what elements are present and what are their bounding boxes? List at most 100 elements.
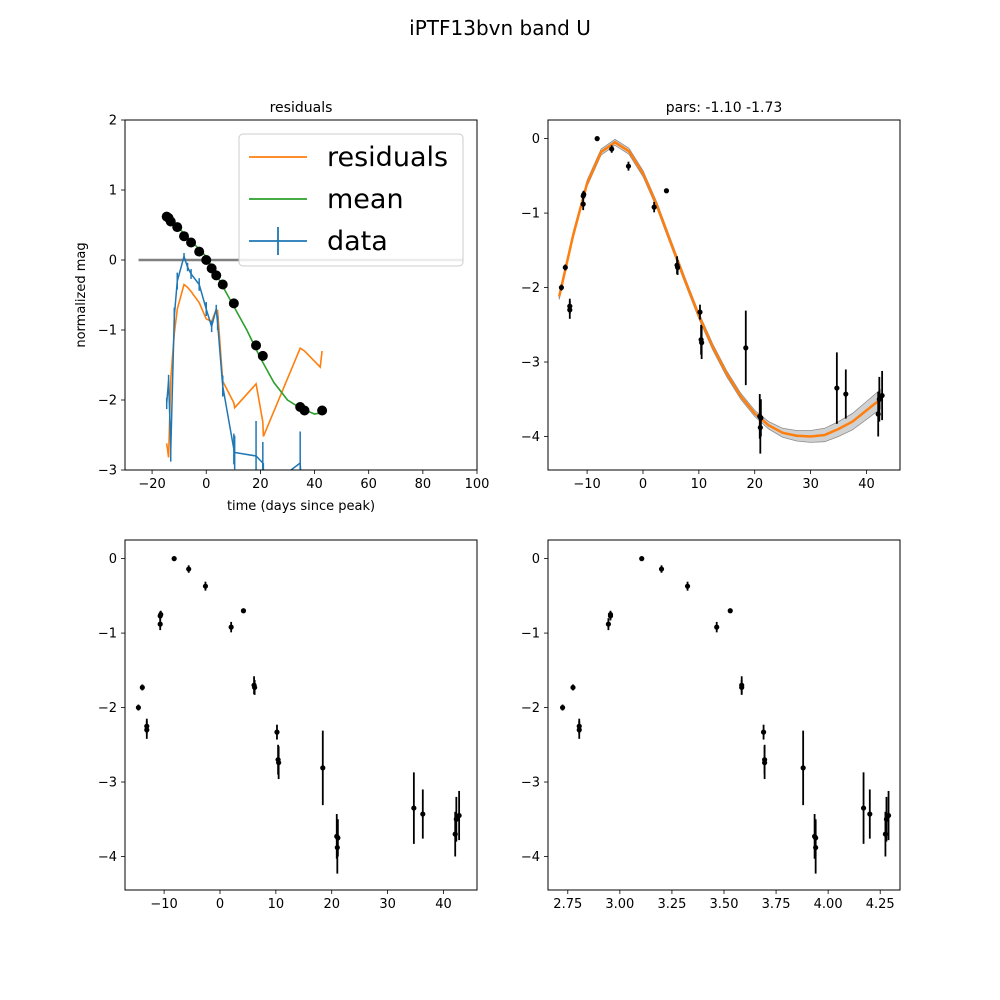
chart-panel-3: −10 0 10 20 30 40 0 −1 −2 −3 −4 bbox=[98, 539, 478, 912]
data-point bbox=[684, 583, 691, 589]
chart-panel-1: residuals −20 0 20 40 60 80 100 −3 −2 −1 0 1 2 time (d… bbox=[74, 100, 490, 514]
y-tick-label: −2 bbox=[521, 281, 540, 296]
x-tick-label: 0 bbox=[216, 897, 224, 912]
data-point bbox=[559, 704, 566, 711]
data-point bbox=[762, 760, 768, 766]
mean-marker bbox=[217, 279, 228, 290]
y-tick-label: −4 bbox=[98, 850, 117, 865]
data-point bbox=[607, 611, 614, 618]
data-point bbox=[171, 556, 177, 562]
y-tick-label: −3 bbox=[521, 356, 540, 371]
x-tick-label: 30 bbox=[802, 477, 819, 492]
y-tick-label: −3 bbox=[98, 464, 117, 479]
panel-title: pars: -1.10 -1.73 bbox=[666, 100, 783, 116]
x-tick-label: −20 bbox=[138, 477, 165, 492]
data-point bbox=[580, 201, 586, 207]
x-tick-label: 40 bbox=[306, 477, 323, 492]
data-point bbox=[625, 163, 632, 169]
data-point bbox=[562, 264, 568, 271]
x-tick-label: 3.50 bbox=[710, 897, 739, 912]
data-point bbox=[581, 191, 587, 198]
x-tick-label: 30 bbox=[379, 897, 396, 912]
mean-marker bbox=[172, 222, 183, 233]
data-point bbox=[760, 729, 767, 735]
data-point bbox=[411, 805, 417, 811]
data-point bbox=[158, 611, 164, 618]
x-tick-label: 0 bbox=[639, 477, 647, 492]
x-tick-label: 20 bbox=[252, 477, 269, 492]
data-point bbox=[675, 264, 681, 271]
data-point bbox=[558, 284, 565, 291]
x-tick-label: −10 bbox=[150, 897, 177, 912]
data-point bbox=[834, 385, 840, 391]
axes-frame bbox=[547, 539, 901, 891]
legend-label-mean: mean bbox=[327, 184, 404, 215]
data-point bbox=[843, 391, 849, 397]
x-tick-label: 10 bbox=[691, 477, 708, 492]
data-point bbox=[658, 566, 665, 572]
x-tick-label: 60 bbox=[360, 477, 377, 492]
data-point bbox=[876, 396, 882, 402]
x-tick-label: −10 bbox=[573, 477, 600, 492]
y-tick-label: 0 bbox=[532, 132, 540, 147]
data-point bbox=[276, 760, 282, 766]
x-tick-label: 3.00 bbox=[605, 897, 634, 912]
y-tick-label: −1 bbox=[98, 627, 117, 642]
data-point bbox=[144, 727, 150, 733]
plot-area bbox=[559, 556, 892, 874]
data-point bbox=[456, 812, 462, 819]
legend-label-residuals: residuals bbox=[327, 142, 448, 173]
axes-frame bbox=[547, 119, 901, 471]
y-tick-label: −3 bbox=[98, 776, 117, 791]
fit-curve bbox=[557, 140, 882, 438]
mean-marker bbox=[201, 255, 212, 265]
data-point bbox=[186, 566, 192, 572]
data-point bbox=[813, 835, 819, 841]
mean-marker bbox=[211, 270, 222, 281]
data-point bbox=[727, 608, 733, 614]
y-tick-label: −2 bbox=[521, 701, 540, 716]
mean-marker bbox=[257, 350, 268, 361]
data-point bbox=[651, 204, 657, 210]
data-point bbox=[240, 608, 247, 614]
data-point bbox=[609, 146, 615, 152]
x-tick-label: 80 bbox=[415, 477, 432, 492]
y-tick-label: −1 bbox=[521, 207, 540, 222]
data-point bbox=[576, 727, 582, 733]
panel-title: residuals bbox=[270, 100, 333, 116]
legend-box bbox=[238, 133, 464, 267]
data-point bbox=[139, 684, 145, 691]
residuals-line bbox=[165, 283, 323, 458]
mean-marker bbox=[228, 298, 239, 309]
mean-marker bbox=[165, 216, 176, 227]
data-point bbox=[605, 621, 612, 627]
x-tick-label: 2.75 bbox=[553, 897, 582, 912]
legend: residuals mean data bbox=[238, 133, 464, 267]
data-point bbox=[663, 188, 670, 194]
data-point bbox=[570, 684, 576, 691]
axes-frame bbox=[124, 119, 478, 471]
x-tick-label: 100 bbox=[465, 477, 490, 492]
y-tick-label: −4 bbox=[521, 850, 540, 865]
plot-area bbox=[138, 211, 464, 470]
plot-area bbox=[135, 556, 462, 874]
x-tick-label: 4.25 bbox=[866, 897, 895, 912]
confidence-band bbox=[558, 138, 881, 443]
data-point bbox=[252, 684, 258, 691]
data-point bbox=[135, 704, 142, 711]
data-point bbox=[157, 621, 163, 627]
x-tick-label: 40 bbox=[858, 477, 875, 492]
data-point bbox=[420, 811, 426, 817]
y-tick-label: −1 bbox=[98, 324, 117, 339]
y-tick-label: −2 bbox=[98, 394, 117, 409]
data-point bbox=[567, 307, 573, 313]
data-point bbox=[800, 765, 806, 771]
data-point bbox=[639, 556, 645, 562]
y-tick-label: 0 bbox=[532, 552, 540, 567]
x-tick-label: 20 bbox=[323, 897, 340, 912]
data-point bbox=[743, 345, 749, 351]
data-point bbox=[202, 583, 209, 589]
data-point bbox=[697, 309, 703, 315]
mean-marker bbox=[251, 340, 262, 351]
